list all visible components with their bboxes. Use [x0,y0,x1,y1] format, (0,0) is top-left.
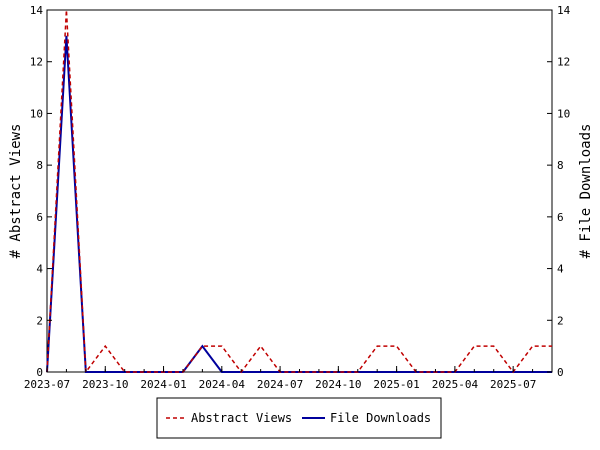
point-abstract-views [65,9,68,12]
y-right-tick-label: 4 [557,263,564,276]
point-abstract-views [259,345,262,348]
plot-area [46,9,553,373]
x-tick-label: 2024-01 [140,378,186,391]
y-left-tick-label: 4 [36,263,43,276]
y-right-tick-label: 2 [557,314,564,327]
point-abstract-views [201,345,204,348]
legend-label-abstract-views: Abstract Views [191,411,292,425]
y-left-tick-label: 6 [36,211,43,224]
x-tick-label: 2025-07 [490,378,536,391]
point-abstract-views [376,345,379,348]
x-tick-label: 2025-01 [373,378,419,391]
y-right-tick-label: 10 [557,107,570,120]
y-left-tick-label: 10 [30,107,43,120]
y-right-tick-label: 0 [557,366,564,379]
y-right-tick-label: 12 [557,56,570,69]
point-abstract-views [395,345,398,348]
axes-layer: 0 0 2 2 4 4 6 6 8 8 10 10 12 12 14 14 2023-07 2023-10 2024… [24,4,571,391]
y-right-tick-label: 6 [557,211,564,224]
y-axis-left-title: # Abstract Views [8,124,24,259]
point-abstract-views [551,345,554,348]
y-left-tick-label: 12 [30,56,43,69]
x-tick-label: 2024-04 [199,378,246,391]
x-tick-label: 2024-10 [315,378,361,391]
y-left-tick-label: 8 [36,159,43,172]
point-abstract-views [492,345,495,348]
x-tick-label: 2023-10 [82,378,128,391]
x-tick-label: 2024-07 [257,378,303,391]
x-tick-label: 2023-07 [24,378,70,391]
point-abstract-views [104,345,107,348]
y-axis-right-title: # File Downloads [578,124,594,259]
point-abstract-views [220,345,223,348]
point-abstract-views [473,345,476,348]
y-right-tick-label: 8 [557,159,564,172]
y-left-tick-label: 2 [36,314,43,327]
point-abstract-views [531,345,534,348]
legend: Abstract Views File Downloads [156,397,442,439]
y-left-tick-label: 14 [30,4,44,17]
plot-frame [46,9,553,373]
legend-label-file-downloads: File Downloads [330,411,431,425]
x-tick-label: 2025-04 [432,378,479,391]
y-left-tick-label: 0 [36,366,43,379]
legend-box [156,397,442,439]
y-right-tick-label: 14 [557,4,571,17]
